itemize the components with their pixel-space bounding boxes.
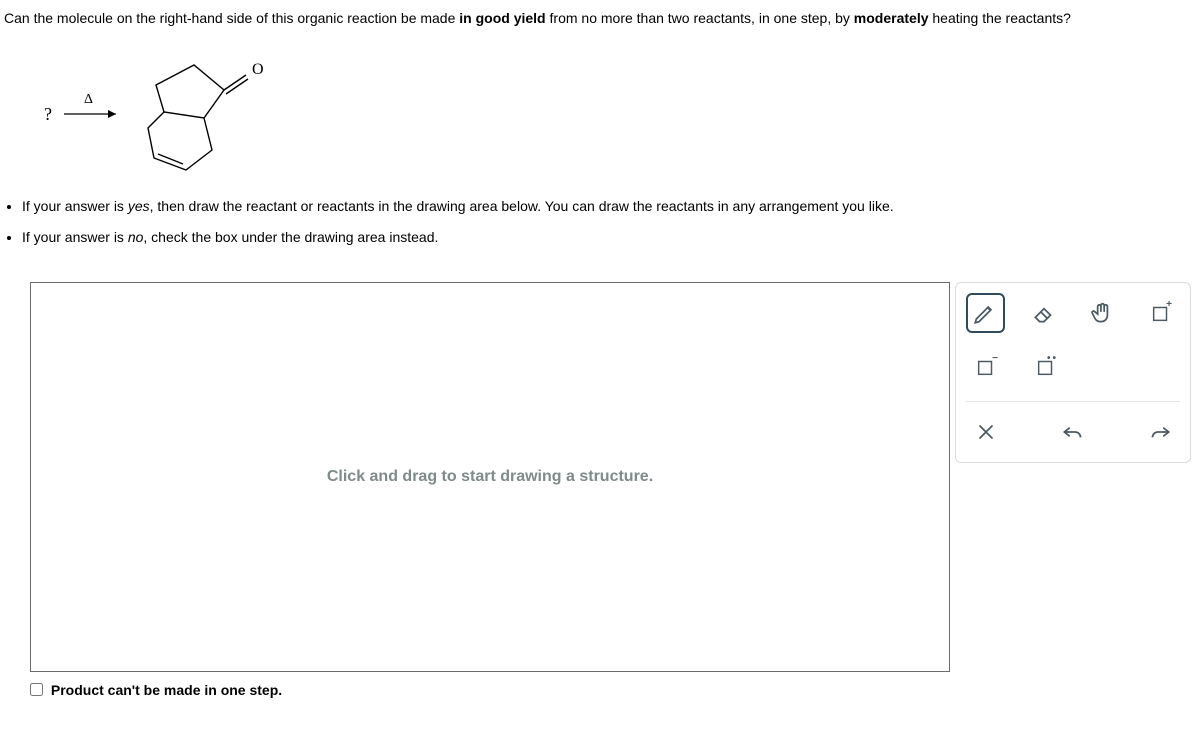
dots-badge: •• xyxy=(1047,353,1058,364)
cannot-make-text: Product can't be made in one step. xyxy=(51,682,282,698)
word-yes: yes xyxy=(128,198,150,214)
cannot-make-checkbox[interactable] xyxy=(30,683,43,696)
cannot-make-label[interactable]: Product can't be made in one step. xyxy=(30,682,282,698)
q-mid: from no more than two reactants, in one … xyxy=(546,10,854,26)
cannot-make-row: Product can't be made in one step. xyxy=(0,672,1200,698)
q-post: heating the reactants? xyxy=(929,10,1071,26)
instruction-yes: If your answer is yes, then draw the rea… xyxy=(22,196,1196,217)
q-pre: Can the molecule on the right-hand side … xyxy=(4,10,459,26)
minus-badge: − xyxy=(992,353,998,364)
selection-plus-tool[interactable]: + xyxy=(1142,293,1181,333)
instructions-list: If your answer is yes, then draw the rea… xyxy=(0,182,1200,262)
delta-label: Δ xyxy=(84,92,93,107)
product-skeleton xyxy=(148,65,248,170)
reaction-diagram: ? Δ O xyxy=(0,32,1200,182)
hand-tool[interactable] xyxy=(1083,293,1122,333)
q-bold1: in good yield xyxy=(459,10,545,26)
word-no: no xyxy=(128,229,144,245)
clear-tool[interactable] xyxy=(966,412,1006,452)
undo-tool[interactable] xyxy=(1053,412,1093,452)
pencil-tool[interactable] xyxy=(966,293,1005,333)
eraser-tool[interactable] xyxy=(1025,293,1064,333)
pencil-icon xyxy=(972,300,998,326)
toolbox: + − •• xyxy=(955,282,1191,463)
plus-badge: + xyxy=(1166,299,1172,310)
clear-icon xyxy=(973,419,999,445)
instruction-no: If your answer is no, check the box unde… xyxy=(22,227,1196,248)
charge-minus-tool[interactable]: − xyxy=(966,347,1006,387)
question-text: Can the molecule on the right-hand side … xyxy=(0,0,1200,32)
tool-row-1: + xyxy=(966,293,1180,333)
reaction-unknown: ? xyxy=(44,104,52,124)
editor-row: Click and drag to start drawing a struct… xyxy=(0,282,1200,672)
lone-pair-tool[interactable]: •• xyxy=(1026,347,1066,387)
eraser-icon xyxy=(1031,300,1057,326)
oxygen-label: O xyxy=(252,61,264,78)
q-bold2: moderately xyxy=(854,10,929,26)
undo-icon xyxy=(1060,419,1086,445)
hand-icon xyxy=(1089,300,1115,326)
redo-tool[interactable] xyxy=(1140,412,1180,452)
redo-icon xyxy=(1147,419,1173,445)
tool-row-3 xyxy=(966,401,1180,452)
reaction-svg: ? Δ O xyxy=(36,40,296,180)
canvas-placeholder: Click and drag to start drawing a struct… xyxy=(327,468,653,486)
drawing-canvas[interactable]: Click and drag to start drawing a struct… xyxy=(30,282,950,672)
tool-row-2: − •• xyxy=(966,347,1180,387)
